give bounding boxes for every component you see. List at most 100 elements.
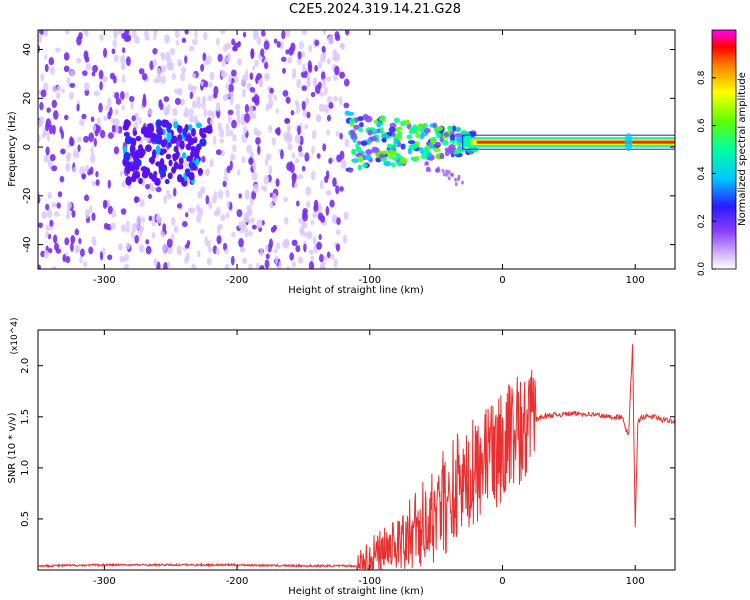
colorbar-label: Normalized spectral amplitude	[737, 72, 748, 226]
cluster-speckle	[190, 138, 198, 144]
noise-speckle	[254, 59, 260, 67]
noise-speckle	[163, 106, 170, 117]
band-speckle	[455, 127, 461, 132]
noise-speckle	[200, 80, 204, 87]
noise-speckle	[105, 105, 109, 111]
noise-speckle	[314, 39, 320, 47]
noise-speckle	[342, 234, 348, 244]
noise-speckle	[296, 78, 302, 89]
noise-speckle	[246, 211, 251, 218]
cluster-speckle	[131, 137, 137, 147]
noise-speckle	[181, 37, 187, 44]
noise-speckle	[316, 113, 322, 123]
noise-speckle	[321, 45, 326, 53]
noise-speckle	[43, 155, 49, 163]
noise-speckle	[193, 114, 198, 124]
noise-speckle	[305, 186, 312, 196]
noise-speckle	[319, 179, 324, 190]
noise-speckle	[297, 256, 304, 264]
noise-speckle	[332, 55, 338, 62]
snr-x-label: Height of straight line (km)	[288, 586, 424, 597]
noise-speckle	[88, 205, 93, 215]
noise-speckle	[134, 221, 140, 230]
noise-speckle	[204, 235, 208, 246]
band-speckle	[426, 152, 432, 157]
noise-speckle	[291, 152, 296, 159]
noise-speckle	[69, 70, 75, 77]
y-tick-label: 0	[22, 144, 33, 150]
noise-speckle	[270, 226, 276, 233]
x-tick-label: -200	[226, 275, 249, 286]
band-speckle	[381, 133, 389, 140]
noise-speckle	[201, 155, 206, 163]
noise-speckle	[103, 222, 109, 230]
noise-speckle	[43, 82, 49, 92]
band-speckle	[455, 136, 464, 144]
cluster-speckle	[166, 131, 172, 141]
noise-speckle	[94, 129, 99, 137]
noise-speckle	[91, 71, 96, 77]
noise-speckle	[220, 69, 225, 78]
noise-speckle	[74, 228, 80, 236]
noise-speckle	[76, 35, 82, 46]
noise-speckle	[78, 237, 82, 245]
noise-speckle	[263, 174, 270, 185]
noise-speckle	[274, 255, 279, 265]
noise-speckle	[153, 30, 158, 36]
x-tick-label: -100	[358, 275, 381, 286]
noise-speckle	[269, 201, 274, 209]
band-speckle	[375, 157, 381, 163]
streak-speckle	[451, 172, 455, 177]
noise-speckle	[326, 251, 331, 259]
y-tick-label: 1.5	[20, 409, 31, 425]
noise-speckle	[229, 91, 235, 99]
noise-speckle	[326, 114, 331, 122]
noise-speckle	[222, 94, 228, 101]
noise-speckle	[231, 231, 236, 238]
carrier-feature	[624, 133, 633, 152]
noise-speckle	[332, 96, 339, 102]
streak-speckle	[441, 168, 445, 173]
cluster-speckle	[124, 135, 132, 145]
noise-speckle	[250, 48, 255, 59]
noise-speckle	[113, 31, 118, 40]
noise-speckle	[339, 132, 343, 140]
noise-speckle	[166, 193, 173, 200]
noise-speckle	[83, 194, 90, 202]
cluster-speckle	[188, 171, 195, 181]
noise-speckle	[216, 224, 221, 235]
noise-speckle	[48, 247, 53, 254]
band-speckle	[447, 125, 453, 131]
cluster-speckle	[173, 121, 179, 129]
noise-speckle	[205, 55, 212, 65]
noise-speckle	[151, 231, 156, 239]
noise-speckle	[230, 255, 235, 266]
noise-speckle	[46, 132, 51, 143]
noise-speckle	[238, 221, 242, 229]
noise-speckle	[166, 189, 170, 196]
noise-speckle	[184, 55, 188, 64]
cluster-speckle	[125, 164, 131, 174]
noise-speckle	[311, 130, 317, 140]
noise-speckle	[303, 232, 308, 238]
noise-speckle	[109, 72, 116, 80]
noise-speckle	[69, 82, 76, 88]
cluster-speckle	[161, 119, 167, 128]
noise-speckle	[234, 75, 239, 84]
carrier-band-core	[476, 140, 675, 144]
noise-speckle	[88, 246, 94, 255]
y-tick-label: 40	[22, 43, 33, 56]
noise-speckle	[162, 243, 167, 254]
noise-speckle	[279, 40, 284, 50]
noise-speckle	[271, 137, 276, 146]
noise-speckle	[208, 81, 213, 88]
band-speckle	[407, 148, 413, 155]
noise-speckle	[332, 49, 338, 58]
noise-speckle	[111, 48, 116, 55]
band-speckle	[393, 138, 399, 145]
band-speckle	[359, 122, 364, 128]
noise-speckle	[244, 104, 250, 114]
band-speckle	[388, 126, 396, 133]
noise-speckle	[231, 38, 236, 46]
noise-speckle	[285, 96, 291, 104]
